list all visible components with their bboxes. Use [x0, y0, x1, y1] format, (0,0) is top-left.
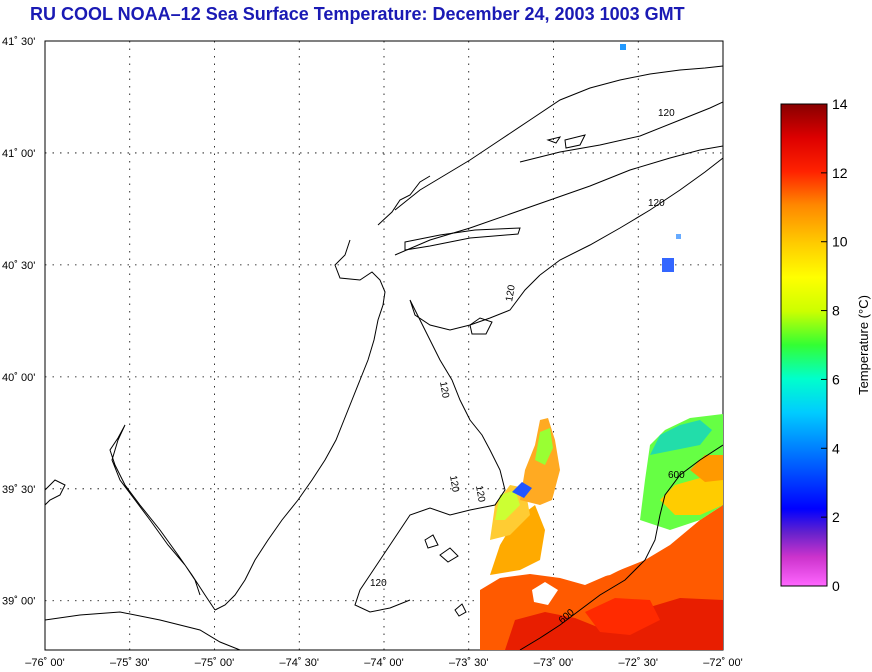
colorbar: [780, 103, 828, 587]
delaware-coast: [45, 611, 241, 650]
sst-gap: [532, 582, 558, 605]
sst-cloud-patch: [676, 234, 681, 239]
isobath-120: [539, 157, 723, 276]
lat-tick-label: 39˚ 00': [2, 596, 35, 608]
lon-tick-label: –74˚ 30': [280, 657, 319, 669]
coastline-fragment: [454, 603, 467, 617]
lat-tick-label: 39˚ 30': [2, 484, 35, 496]
lat-tick-label: 41˚ 30': [2, 36, 35, 48]
lat-tick-label: 40˚ 00': [2, 372, 35, 384]
lon-tick-label: –76˚ 00': [25, 657, 64, 669]
sst-mid-region: [490, 505, 545, 575]
delaware-coast: [109, 424, 216, 611]
contour-label: 120: [473, 485, 487, 504]
graticule: [45, 41, 723, 650]
sst-east-cyan: [650, 420, 712, 455]
colorbar-tick-label: 14: [832, 96, 848, 112]
isobath-120: [354, 274, 541, 613]
contour-label: 600: [668, 470, 685, 481]
lon-tick-label: –72˚ 30': [619, 657, 658, 669]
sst-gap: [570, 545, 640, 580]
contour-label: 120: [370, 578, 387, 589]
longitude-labels: –76˚ 00' –75˚ 30' –75˚ 00' –74˚ 30' –74˚ 00'…: [25, 657, 742, 669]
lat-tick-label: 41˚ 00': [2, 148, 35, 160]
lon-tick-label: –74˚ 00': [364, 657, 403, 669]
sst-yellow-green: [495, 490, 520, 520]
lat-tick-label: 40˚ 30': [2, 260, 35, 272]
lon-tick-label: –73˚ 30': [449, 657, 488, 669]
contour-label: 120: [447, 475, 461, 494]
coastline-layer: [45, 65, 723, 650]
long-island: [404, 227, 521, 251]
colorbar-tick-label: 10: [832, 234, 848, 250]
lon-tick-label: –75˚ 00': [195, 657, 234, 669]
coastline-north: [394, 65, 723, 211]
contour-label: 120: [437, 381, 451, 400]
colorbar-tick-label: 6: [832, 371, 840, 387]
lon-tick-label: –75˚ 30': [110, 657, 149, 669]
coastline-fragment: [546, 136, 562, 144]
contour-label: 120: [504, 284, 518, 303]
colorbar-tick-label: 2: [832, 509, 840, 525]
contour-label: 120: [648, 198, 665, 209]
colorbar-ticks: 0 2 4 6 8 10 12 14: [821, 96, 848, 594]
lon-tick-label: –72˚ 00': [703, 657, 742, 669]
map-title: RU COOL NOAA–12 Sea Surface Temperature:…: [30, 4, 685, 24]
sst-data-layer: [480, 44, 723, 650]
isobath-600: [519, 444, 723, 650]
colorbar-tick-label: 4: [832, 440, 840, 456]
colorbar-tick-label: 12: [832, 165, 848, 181]
coastline-fragment: [439, 547, 459, 563]
coastline-fragment: [469, 317, 493, 335]
sst-plume-cool: [535, 428, 553, 465]
colorbar-label: Temperature (°C): [856, 295, 871, 395]
coastline-fragment: [424, 534, 439, 549]
latitude-labels: 41˚ 30' 41˚ 00' 40˚ 30' 40˚ 00' 39˚ 30' 39˚ 0…: [2, 36, 35, 608]
coastline-nj: [214, 239, 386, 611]
lon-tick-label: –73˚ 00': [534, 657, 573, 669]
sst-blue-edge: [512, 482, 532, 498]
colorbar-tick-label: 8: [832, 303, 840, 319]
sst-hot-patch: [585, 598, 660, 635]
sst-cloud-patch: [620, 44, 626, 50]
coastline-north: [377, 175, 431, 226]
contour-label: 120: [658, 108, 675, 119]
colorbar-tick-label: 0: [832, 578, 840, 594]
coastline-fragment: [564, 134, 586, 149]
sst-cloud-patch: [662, 258, 674, 272]
delaware-coast: [45, 479, 66, 506]
sst-east-yellow: [660, 478, 723, 515]
long-island: [519, 101, 723, 163]
